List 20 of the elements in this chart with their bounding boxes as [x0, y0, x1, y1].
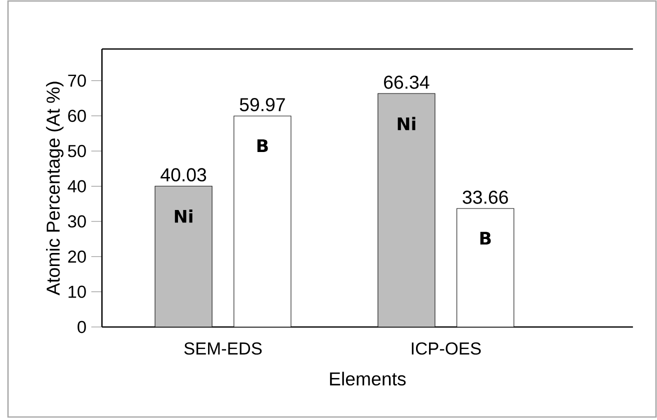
y-tick-label: 30 [68, 215, 86, 228]
x-axis-title: Elements [330, 372, 406, 386]
data-label: 33.66 [462, 190, 508, 204]
x-tick-label: ICP-OES [412, 342, 481, 355]
y-tick-label: 20 [68, 250, 86, 263]
text: Ni [398, 116, 416, 130]
data-label: 66.34 [384, 76, 430, 89]
data-label: 59.97 [240, 98, 285, 112]
y-tick-label: 0 [78, 320, 86, 334]
y-axis-title: Atomic Percentage (At %) [46, 82, 64, 296]
text: B [480, 232, 491, 245]
data-label: 40.03 [160, 168, 206, 182]
y-tick-label: 50 [68, 144, 86, 158]
y-tick-label: 10 [68, 286, 86, 298]
y-tick-label: 40 [68, 180, 86, 192]
series-label: Ni [174, 210, 192, 223]
series-label: B [257, 139, 268, 152]
y-tick-label: 70 [68, 74, 86, 87]
y-tick-label: 60 [68, 110, 86, 122]
x-tick-label: SEM-EDS [184, 342, 262, 355]
